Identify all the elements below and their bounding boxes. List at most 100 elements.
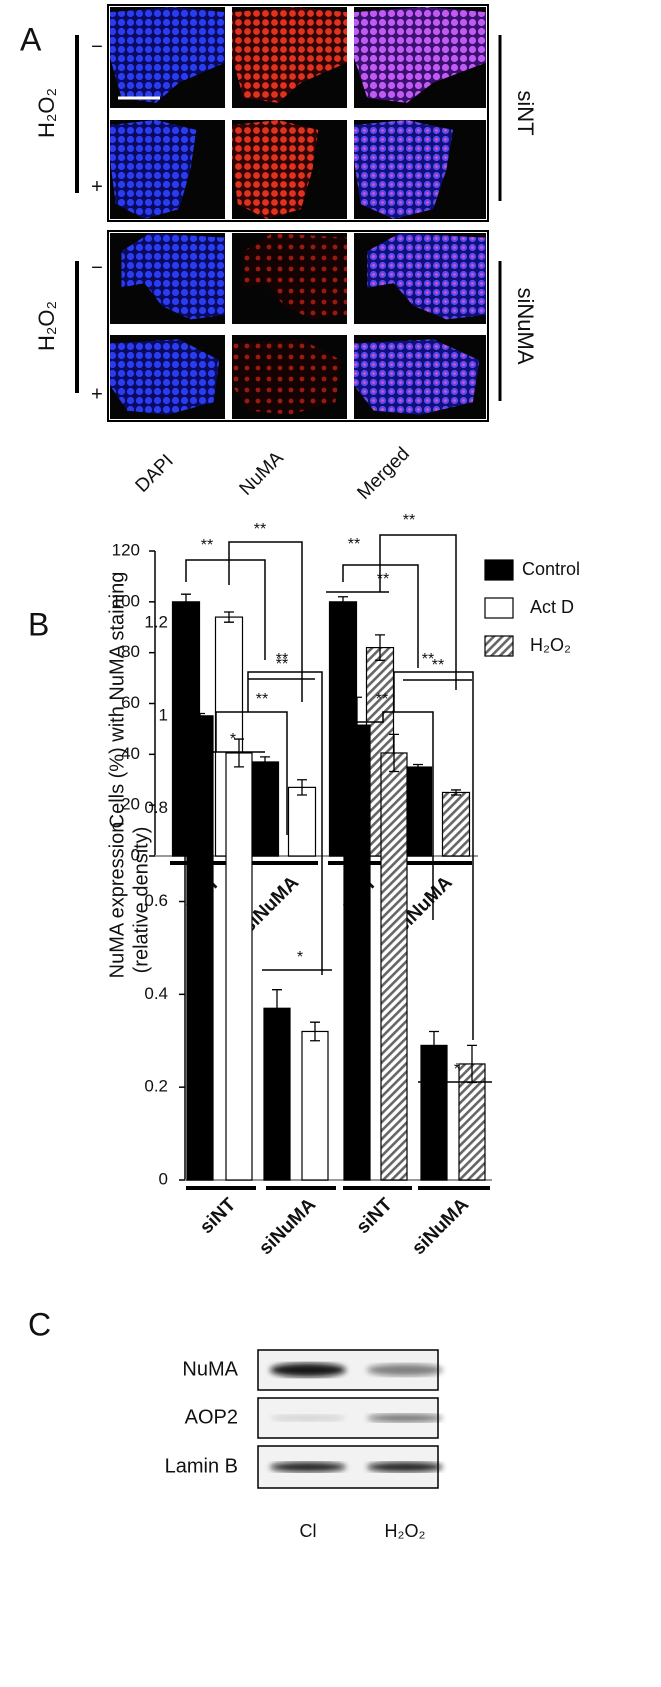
significance-label: ** [256,691,268,708]
y-axis-label: (relative density) [130,827,152,974]
significance-label: ** [201,537,213,554]
y-tick-label: 120 [112,540,140,559]
lane-label: Cl [300,1521,317,1541]
error-bar [297,779,307,796]
error-bar [429,1030,439,1060]
panel-label: A [20,21,42,57]
bar [186,715,214,1181]
panel-label: B [28,606,49,642]
bar [250,761,280,857]
x-tick-label: siNT [353,1194,397,1238]
cell-cluster [354,7,486,103]
significance-label: * [230,731,236,748]
error-bar [195,712,205,719]
blot-band [270,1363,346,1377]
x-tick-label: siNT [196,1194,240,1238]
error-bar [352,696,362,754]
x-tick-label: siNuMA [255,1194,320,1259]
significance-bracket [247,671,323,975]
group-label: siNT [513,90,538,135]
y-tick-label: 0 [159,1169,168,1188]
blot-band [270,1415,346,1421]
treatment-label: H₂O₂ [34,88,59,138]
y-axis-label: NuMA expression [106,822,128,979]
cell-cluster [232,339,342,415]
error-bar [389,733,399,773]
treatment-label: H₂O₂ [34,301,59,351]
bar [441,791,471,857]
cell-cluster [232,7,347,103]
error-bar [224,611,234,623]
significance-label: ** [254,521,266,538]
significance-label: ** [422,651,434,668]
error-bar [234,738,244,768]
cell-cluster [243,233,347,320]
bar [380,752,408,1181]
legend-label: Act D [530,597,574,617]
y-tick-label: 0.4 [144,984,168,1003]
bar [287,786,317,857]
cell-cluster [110,339,220,415]
y-tick-label: 0.2 [144,1077,168,1096]
significance-label: ** [276,651,288,668]
bar [225,752,253,1181]
error-bar [338,596,348,608]
legend-swatch [484,559,514,581]
bar [301,1030,329,1181]
legend-label: Control [522,559,580,579]
blot-row-label: AOP2 [185,1406,238,1428]
lane-label: H₂O₂ [385,1521,426,1541]
group-label: siNuMA [513,287,538,364]
y-tick-label: 100 [112,591,140,610]
y-tick-label: 20 [121,795,140,814]
column-label: Merged [353,443,413,503]
y-tick-label: 0.8 [144,798,168,817]
significance-bracket [228,541,303,702]
blot-row-label: NuMA [182,1358,238,1380]
blot-band [367,1462,443,1472]
significance-bracket [357,711,434,920]
legend-swatch [484,597,514,619]
legend-swatch [484,635,514,657]
cell-cluster [354,120,453,219]
significance-label: * [454,1061,460,1078]
cell-cluster [110,120,197,219]
error-bar [413,763,423,771]
cell-cluster [110,7,225,103]
blot-band [270,1462,346,1472]
error-bar [181,593,191,611]
row-label: − [91,36,103,58]
column-label: NuMA [236,447,288,499]
row-label: + [91,383,103,405]
significance-label: * [297,949,303,966]
cell-cluster [232,120,319,219]
row-label: − [91,257,103,279]
significance-label: ** [276,656,288,673]
error-bar [451,789,461,796]
x-tick-label: siNuMA [408,1194,473,1259]
row-label: + [91,176,103,198]
y-tick-label: 0.6 [144,891,168,910]
legend-label: H₂O₂ [530,635,571,655]
y-tick-label: 1 [159,705,168,724]
significance-bracket [185,559,266,660]
y-tick-label: 60 [121,693,140,712]
error-bar [272,989,282,1028]
significance-bracket [215,711,288,835]
significance-label: ** [376,691,388,708]
y-tick-label: 0 [131,845,140,864]
significance-bracket [379,534,457,690]
error-bar [310,1021,320,1042]
significance-label: ** [348,536,360,553]
blot-row-label: Lamin B [165,1455,238,1477]
y-tick-label: 1.2 [144,612,168,631]
bar [420,1044,448,1181]
significance-label: ** [403,512,415,529]
significance-label: ** [377,571,389,588]
significance-bracket [393,671,474,1040]
panel-label: C [28,1306,51,1342]
bar [458,1063,486,1181]
y-tick-label: 40 [121,744,140,763]
